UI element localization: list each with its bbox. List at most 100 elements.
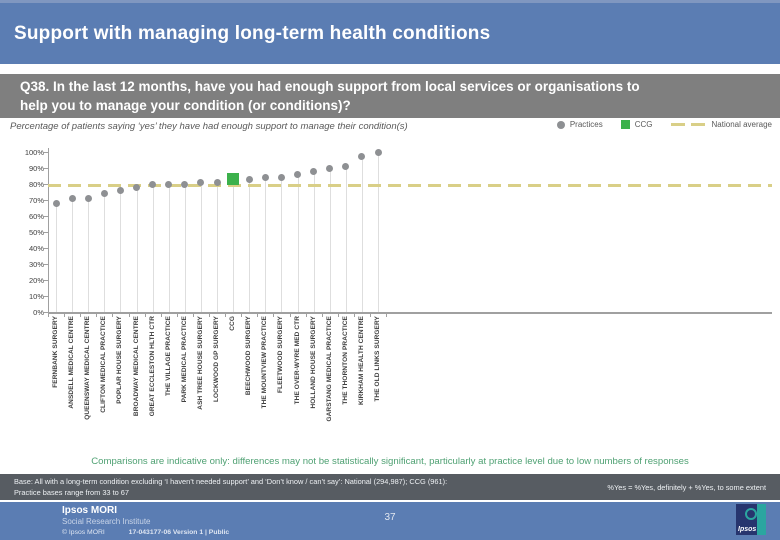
- y-axis-tick: [44, 232, 48, 233]
- practice-marker: [52, 199, 60, 207]
- practice-marker: [149, 180, 157, 188]
- y-axis-label: 90%: [28, 163, 44, 173]
- y-axis-tick: [44, 152, 48, 153]
- x-axis-tick: [273, 312, 275, 317]
- practice-marker: [326, 164, 334, 172]
- x-axis-tick: [257, 312, 259, 317]
- x-axis-label: GARSTANG MEDICAL PRACTICE: [325, 316, 333, 422]
- brand-subtitle: Social Research Institute: [62, 516, 151, 526]
- base-bar: Base: All with a long-term condition exc…: [0, 474, 780, 500]
- x-axis-line: [48, 312, 772, 314]
- x-axis-tick: [386, 312, 388, 317]
- drop-line: [217, 185, 218, 312]
- x-axis-tick: [370, 312, 371, 317]
- x-axis-tick: [225, 312, 227, 317]
- page-title: Support with managing long-term health c…: [14, 22, 491, 44]
- practice-marker: [310, 167, 318, 175]
- x-axis-label: ASH TREE HOUSE SURGERY: [196, 316, 204, 410]
- y-axis-label: 10%: [28, 291, 44, 301]
- drop-line: [72, 201, 74, 312]
- x-axis-label: HOLLAND HOUSE SURGERY: [309, 316, 317, 409]
- drop-line: [345, 169, 347, 312]
- x-axis-tick: [241, 312, 243, 317]
- practice-marker: [358, 153, 366, 161]
- drop-line: [168, 187, 170, 312]
- x-axis-label: GREAT ECCLESTON HLTH CTR: [148, 316, 156, 417]
- drop-line: [136, 190, 138, 312]
- y-axis-label: 0%: [33, 307, 44, 317]
- y-axis-label: 20%: [28, 275, 44, 285]
- y-axis-tick: [44, 216, 48, 217]
- x-axis-tick: [289, 312, 291, 317]
- y-axis-tick: [44, 264, 48, 265]
- logo-teal-panel: [757, 504, 766, 535]
- legend-square-icon: [620, 120, 630, 129]
- x-axis-label: QUEENSWAY MEDICAL CENTRE: [84, 316, 92, 420]
- drop-line: [313, 174, 315, 312]
- base-line-1: Base: All with a long-term condition exc…: [14, 476, 448, 486]
- drop-line: [200, 185, 202, 312]
- x-axis-label: KIRKHAM HEALTH CENTRE: [357, 316, 365, 406]
- practice-marker: [342, 162, 350, 170]
- title-bar: Support with managing long-term health c…: [0, 0, 780, 64]
- x-axis-label: CLIFTON MEDICAL PRACTICE: [100, 316, 108, 413]
- ipsos-logo-icon: Ipsos: [736, 504, 766, 535]
- x-axis-label: CCG: [229, 316, 237, 331]
- drop-line: [88, 201, 90, 312]
- x-axis-label: THE VILLAGE PRACTICE: [164, 316, 172, 397]
- y-axis-label: 60%: [28, 211, 44, 221]
- x-axis-label: THE OLD LINKS SURGERY: [374, 316, 381, 402]
- percent-yes-definition: %Yes = %Yes, definitely + %Yes, to some …: [607, 482, 766, 492]
- x-axis-label: FLEETWOOD SURGERY: [277, 316, 285, 393]
- national-average-line: [48, 184, 772, 188]
- y-axis-label: 30%: [28, 259, 44, 269]
- x-axis-tick: [112, 312, 114, 317]
- practice-marker: [277, 174, 285, 182]
- y-axis-label: 100%: [24, 147, 44, 157]
- x-axis-label: BEECHWOOD SURGERY: [245, 316, 253, 396]
- drop-line: [297, 177, 299, 312]
- x-axis-label: LOCKWOOD GP SURGERY: [213, 316, 220, 403]
- x-axis-tick: [128, 312, 130, 317]
- y-axis-line: [48, 148, 49, 313]
- x-axis-label: THE MOUNTVIEW PRACTICE: [261, 316, 269, 409]
- practice-marker: [165, 180, 173, 188]
- practice-marker: [245, 175, 253, 183]
- x-axis-label: FERNBANK SURGERY: [52, 316, 59, 388]
- x-axis-label: BROADWAY MEDICAL CENTRE: [132, 316, 140, 417]
- practice-marker: [261, 174, 269, 182]
- x-axis-tick: [48, 312, 49, 317]
- practice-marker: [294, 170, 301, 178]
- logo-ring-icon: [745, 508, 757, 520]
- x-axis-label: THE OVER-WYRE MED CTR: [293, 316, 301, 405]
- legend-label: CCG: [634, 120, 653, 129]
- copyright-text: © Ipsos MORI: [62, 529, 105, 536]
- x-axis-label: ANSDELL MEDICAL CENTRE: [68, 316, 76, 409]
- x-axis-tick: [176, 312, 178, 317]
- x-axis-label: PARK MEDICAL PRACTICE: [180, 316, 188, 403]
- copyright-line: © Ipsos MORI 17-043177-06 Version 1 | Pu…: [62, 529, 229, 536]
- legend-label: Practices: [569, 120, 603, 129]
- drop-line: [56, 206, 57, 312]
- x-axis-label: POPLAR HOUSE SURGERY: [116, 316, 124, 404]
- practice-marker: [116, 186, 124, 194]
- x-axis-tick: [305, 312, 307, 317]
- x-axis-tick: [192, 312, 194, 317]
- practice-marker: [100, 190, 108, 198]
- drop-line: [104, 196, 106, 312]
- logo-wordmark: Ipsos: [738, 526, 757, 533]
- y-axis-label: 70%: [28, 195, 44, 205]
- x-axis-tick: [80, 312, 82, 317]
- x-axis-tick: [321, 312, 323, 317]
- y-axis-tick: [44, 312, 48, 313]
- x-axis-tick: [209, 312, 210, 317]
- drop-line: [152, 187, 154, 312]
- practice-marker: [181, 180, 189, 188]
- legend-item: Practices: [556, 120, 603, 129]
- practice-marker: [133, 183, 140, 191]
- y-axis-tick: [44, 168, 48, 169]
- drop-line: [120, 193, 122, 312]
- legend-dashed-line-icon: [670, 123, 707, 126]
